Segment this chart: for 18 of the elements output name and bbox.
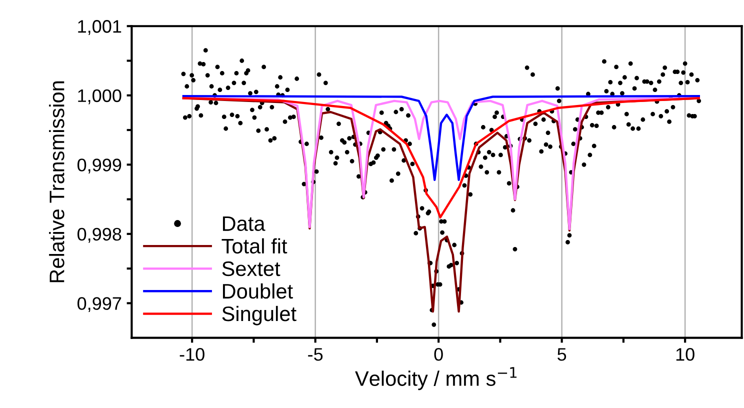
x-tick-label: -5 <box>308 348 323 361</box>
x-tick-label: 5 <box>558 348 566 361</box>
y-tick-label: 1,000 <box>78 89 122 104</box>
x-tick-label: -10 <box>180 348 204 361</box>
legend-label: Sextet <box>222 261 280 276</box>
legend-label: Data <box>222 216 266 232</box>
legend-label: Singulet <box>222 306 296 326</box>
y-tick-label: 0,997 <box>77 297 122 312</box>
legend-label: Doublet <box>222 283 293 299</box>
y-axis-title: Relative Transmission <box>49 81 64 282</box>
line-series <box>182 94 700 181</box>
y-tick-label: 0,999 <box>77 158 122 174</box>
x-axis-title: Velocity / mm s$^{−1}$ <box>355 367 517 390</box>
y-tick-label: 1,001 <box>78 20 122 35</box>
x-tick-label: 0 <box>434 348 443 361</box>
x-tick-label: 10 <box>676 348 694 361</box>
legend-label: Total fit <box>222 238 288 254</box>
y-tick-label: 0,998 <box>77 228 122 243</box>
